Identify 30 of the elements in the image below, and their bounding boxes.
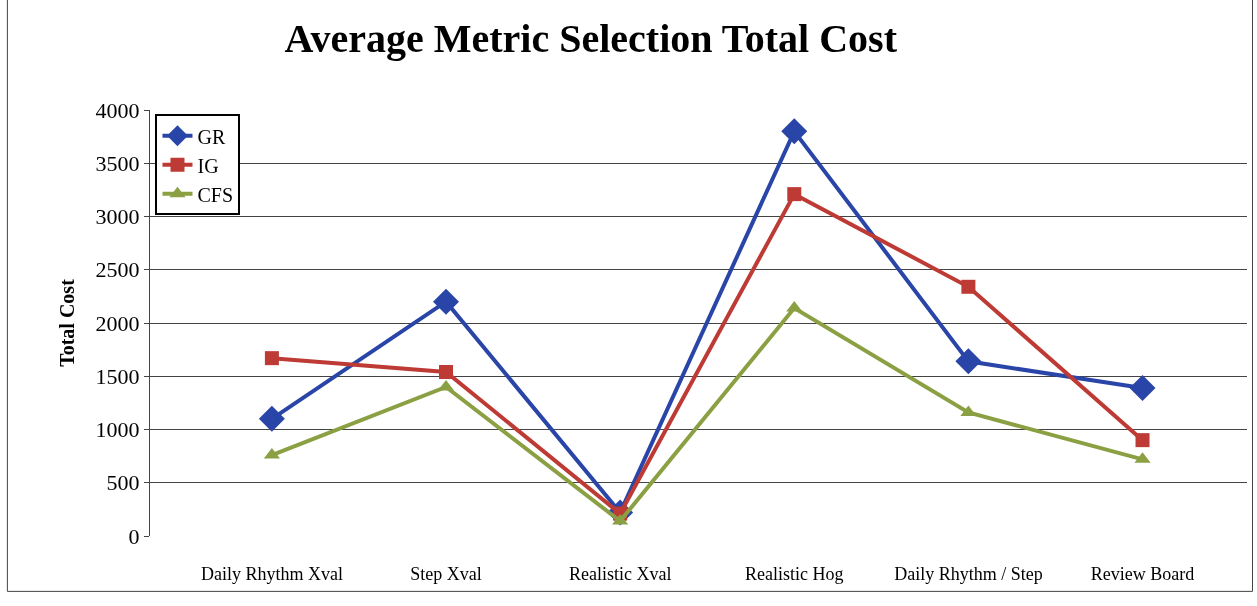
legend-label: GR — [197, 125, 226, 148]
y-tick-label: 4000 — [95, 97, 140, 123]
x-tick-label: Step Xval — [410, 564, 482, 584]
x-tick-label: Daily Rhythm / Step — [894, 564, 1043, 584]
legend-label: CFS — [197, 183, 234, 206]
point — [1129, 374, 1156, 401]
point — [258, 405, 285, 432]
point — [961, 279, 976, 294]
point — [787, 187, 802, 202]
x-tick-label: Realistic Hog — [745, 564, 844, 584]
point — [1135, 433, 1150, 448]
point — [433, 288, 460, 315]
point — [439, 364, 454, 379]
y-tick-label: 2000 — [95, 310, 140, 336]
y-tick-label: 2500 — [95, 257, 140, 283]
point — [264, 351, 279, 366]
y-tick-label: 3000 — [95, 204, 140, 230]
legend-label: IG — [197, 154, 219, 177]
chart-title: Average Metric Selection Total Cost — [284, 16, 898, 62]
y-tick-label: 3500 — [95, 150, 140, 176]
y-tick-label: 1000 — [95, 417, 140, 443]
y-tick-label: 1500 — [95, 363, 140, 389]
y-tick-label: 0 — [128, 523, 140, 549]
x-tick-label: Daily Rhythm Xval — [200, 564, 343, 584]
point — [781, 118, 808, 145]
point — [955, 348, 982, 375]
y-tick-label: 500 — [106, 470, 140, 496]
x-tick-label: Realistic Xval — [568, 564, 672, 584]
x-tick-label: Review Board — [1090, 564, 1195, 584]
y-axis-title: Total Cost — [56, 278, 79, 367]
